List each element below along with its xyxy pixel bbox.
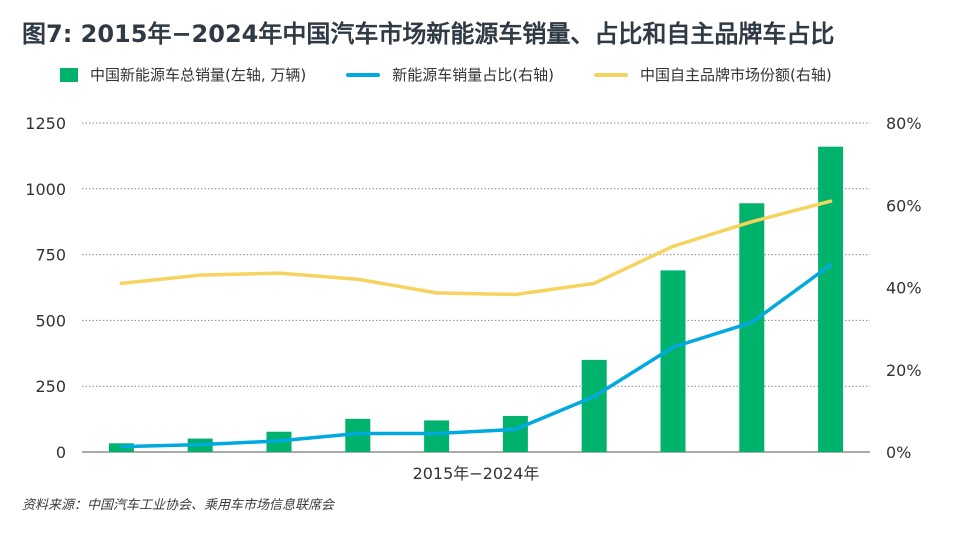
y-right-tick-label: 60% [886,196,922,215]
legend-label-share: 新能源车销量占比(右轴) [392,66,554,84]
y-left-tick-label: 1000 [25,180,66,199]
legend-swatch-share [346,72,381,77]
bar-2019 [424,420,450,452]
bar-2022 [660,270,686,452]
legend-item-share: 新能源车销量占比(右轴) [346,64,554,85]
y-left-tick-label: 750 [35,246,66,265]
nev-share-line [119,263,833,449]
legend-label-brand: 中国自主品牌市场份额(右轴) [639,66,832,84]
legend-label-sales: 中国新能源车总销量(左轴, 万辆) [90,66,307,84]
brand-share-line [119,199,833,297]
bar-2021 [581,359,607,452]
source-note: 资料来源：中国汽车工业协会、乘用车市场信息联席会 [22,498,335,513]
x-axis-label: 2015年−2024年 [413,464,540,483]
legend-item-sales: 中国新能源车总销量(左轴, 万辆) [60,64,306,85]
y-left-tick-label: 0 [56,443,66,462]
bar-2023 [739,203,765,452]
y-left-tick-label: 250 [35,377,66,396]
bar-2024 [818,146,844,453]
legend-item-brand: 中国自主品牌市场份额(右轴) [593,64,832,85]
y-right-tick-label: 40% [886,279,922,298]
y-left-tick-label: 1250 [25,114,66,133]
y-left-tick-label: 500 [35,311,66,330]
legend-swatch-brand [593,72,628,77]
legend: 中国新能源车总销量(左轴, 万辆) 新能源车销量占比(右轴) 中国自主品牌市场份… [60,64,872,85]
bar-2020 [502,415,528,452]
y-right-tick-label: 20% [886,361,922,380]
y-right-tick-label: 0% [886,443,911,462]
y-right-tick-label: 80% [886,114,922,133]
chart-title: 图7: 2015年−2024年中国汽车市场新能源车销量、占比和自主品牌车占比 [22,20,835,48]
legend-swatch-sales [60,67,78,82]
